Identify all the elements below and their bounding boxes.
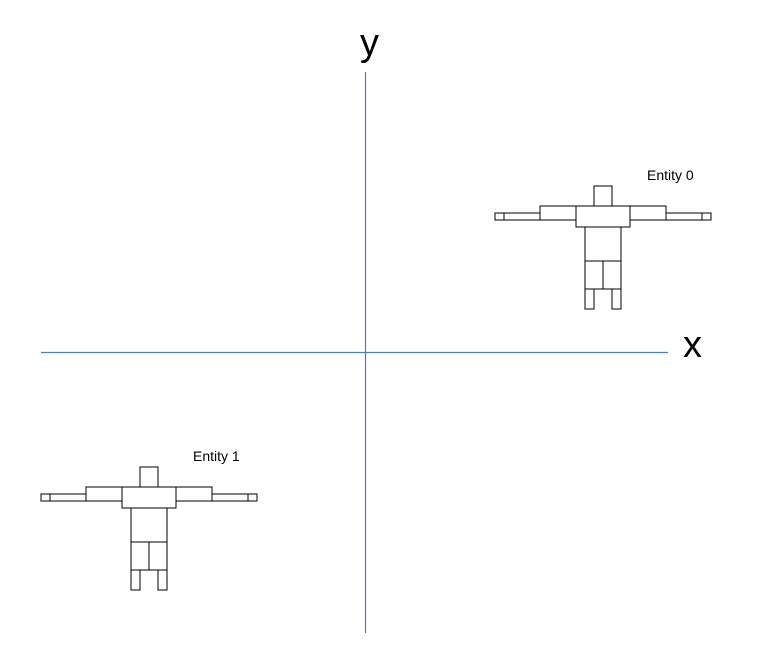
entity-0-label: Entity 0 xyxy=(647,167,694,183)
entity-0-right-thigh xyxy=(602,260,622,290)
entity-1-left-hand xyxy=(40,493,51,502)
entity-0-left-shin xyxy=(584,288,595,310)
entity-0-torso xyxy=(575,205,631,228)
entity-0-left-upper-arm xyxy=(539,205,577,221)
entity-1-right-thigh xyxy=(148,541,168,571)
entity-0: Entity 0 xyxy=(494,167,712,310)
entity-0-right-upper-arm xyxy=(629,205,667,221)
entity-1: Entity 1 xyxy=(40,448,258,591)
entity-1-right-forearm xyxy=(211,493,249,502)
entity-0-right-hand xyxy=(701,212,712,221)
entity-0-right-forearm xyxy=(665,212,703,221)
entity-1-torso xyxy=(121,486,177,509)
x-axis-label: x xyxy=(683,324,702,366)
entity-1-left-shin xyxy=(130,569,141,591)
entity-0-right-shin xyxy=(611,288,622,310)
entity-1-head xyxy=(139,466,159,488)
entity-0-left-thigh xyxy=(584,260,604,290)
entity-0-left-hand xyxy=(494,212,505,221)
entity-0-left-forearm xyxy=(503,212,541,221)
entity-1-label: Entity 1 xyxy=(193,448,240,464)
y-axis-label: y xyxy=(360,22,379,64)
entity-0-head xyxy=(593,185,613,207)
entity-1-figure xyxy=(40,466,258,591)
entity-0-figure xyxy=(494,185,712,310)
entity-1-left-forearm xyxy=(49,493,87,502)
entity-1-right-shin xyxy=(157,569,168,591)
entity-1-right-upper-arm xyxy=(175,486,213,502)
entity-1-left-upper-arm xyxy=(85,486,123,502)
entity-1-left-thigh xyxy=(130,541,150,571)
entity-1-abdomen xyxy=(130,507,168,543)
entity-0-abdomen xyxy=(584,226,622,262)
entity-1-right-hand xyxy=(247,493,258,502)
